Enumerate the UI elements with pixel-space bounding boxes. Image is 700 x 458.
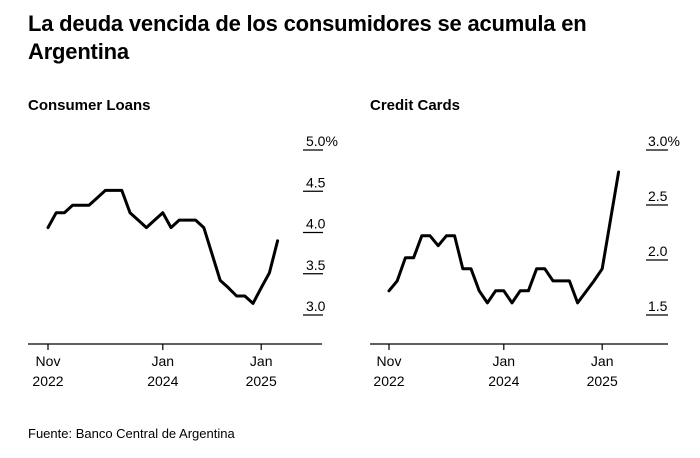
y-tick-label-consumer-loans: 4.5 [306, 174, 326, 190]
y-axis-credit-cards: 3.0% 2.5 2.0 1.5 [646, 133, 680, 316]
x-tick-label-consumer-loans: 2025 [246, 373, 277, 389]
x-tick-label-consumer-loans: Jan [152, 353, 175, 369]
y-tick-label-consumer-loans: 3.0 [306, 298, 326, 314]
panel-title-consumer-loans: Consumer Loans [28, 97, 151, 114]
chart-title: La deuda vencida de los consumidores se … [28, 11, 587, 64]
source-note: Fuente: Banco Central de Argentina [28, 426, 235, 441]
x-tick-label-credit-cards: 2022 [373, 373, 404, 389]
y-axis-consumer-loans: 5.0% 4.5 4.0 3.5 3.0 [303, 133, 338, 316]
y-tick-label-credit-cards: 2.0 [648, 243, 668, 259]
y-tick-label-consumer-loans: 4.0 [306, 216, 326, 232]
series-line-consumer-loans [46, 188, 280, 305]
consumer-loans-panel: Consumer Loans 5.0% 4.5 4.0 3.5 3.0 Nov 2022 J… [28, 97, 338, 389]
x-tick-label-consumer-loans: 2024 [147, 373, 178, 389]
x-tick-label-consumer-loans: Nov [36, 353, 61, 369]
y-tick-label-consumer-loans: 5.0% [306, 133, 338, 149]
y-tick-label-consumer-loans: 3.5 [306, 257, 326, 273]
credit-cards-panel: Credit Cards 3.0% 2.5 2.0 1.5 Nov 2022 Jan 202… [370, 97, 680, 389]
x-tick-label-credit-cards: Jan [493, 353, 516, 369]
panel-title-credit-cards: Credit Cards [370, 97, 460, 114]
y-tick-label-credit-cards: 1.5 [648, 298, 668, 314]
x-tick-label-consumer-loans: Jan [250, 353, 273, 369]
x-tick-label-credit-cards: 2024 [488, 373, 519, 389]
series-line-credit-cards [387, 170, 621, 305]
y-tick-label-credit-cards: 3.0% [648, 133, 680, 149]
y-tick-label-credit-cards: 2.5 [648, 188, 668, 204]
x-tick-label-consumer-loans: 2022 [32, 373, 63, 389]
x-tick-label-credit-cards: 2025 [587, 373, 618, 389]
x-tick-label-credit-cards: Nov [377, 353, 402, 369]
x-axis-ticks-credit-cards: Nov 2022 Jan 2024 Jan 2025 [373, 344, 618, 389]
x-axis-ticks-consumer-loans: Nov 2022 Jan 2024 Jan 2025 [32, 344, 277, 389]
x-tick-label-credit-cards: Jan [591, 353, 614, 369]
